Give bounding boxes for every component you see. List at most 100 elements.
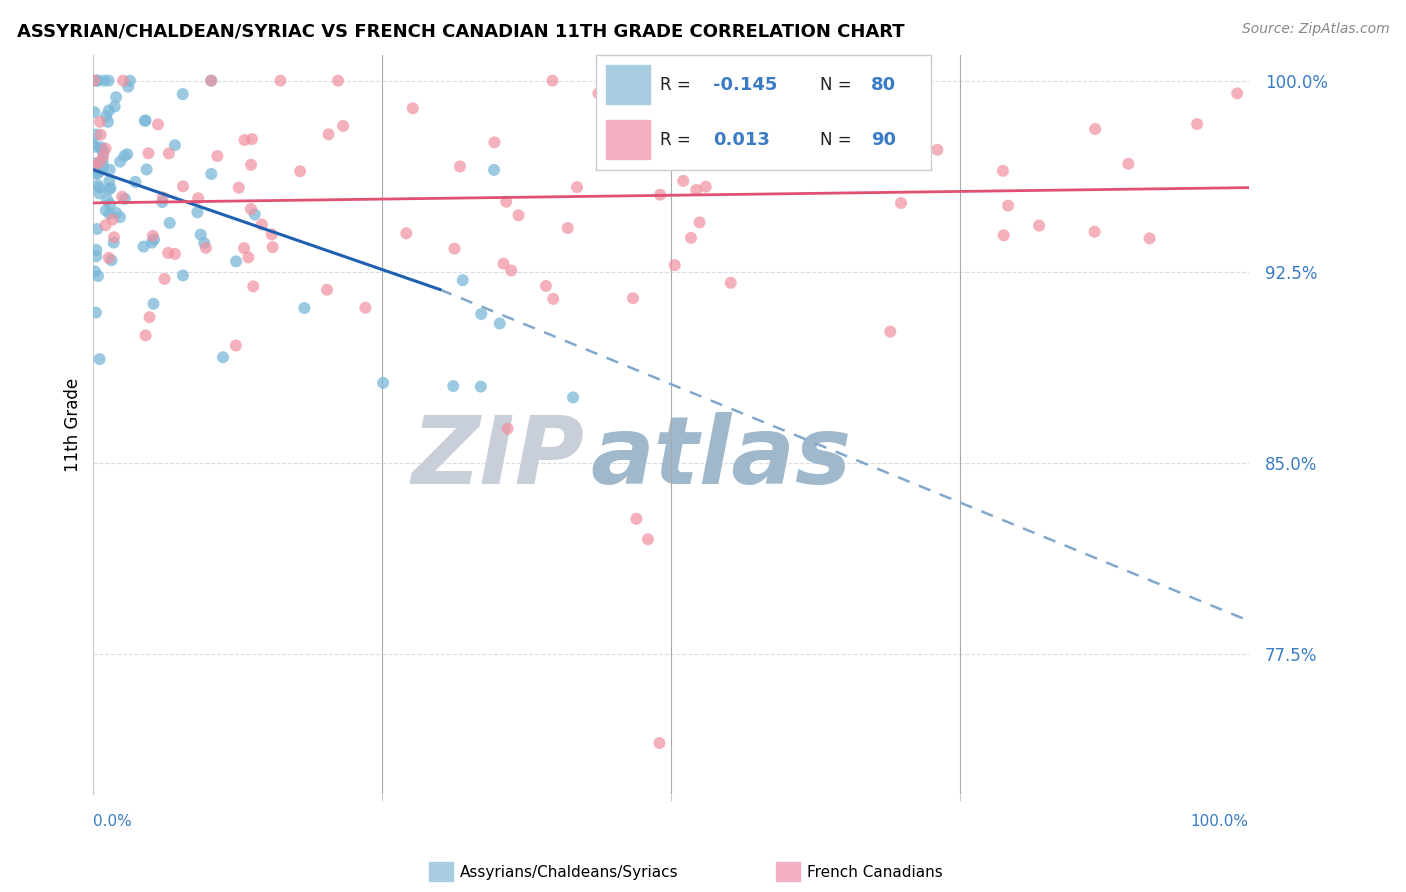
Point <box>260 227 283 242</box>
Point <box>118 73 141 87</box>
Point <box>228 180 250 194</box>
Point <box>588 87 610 101</box>
Point <box>488 317 510 331</box>
Point <box>89 181 111 195</box>
Point <box>89 165 111 179</box>
Point <box>685 183 707 197</box>
Point <box>541 292 564 306</box>
Point <box>288 164 311 178</box>
Point <box>648 736 671 750</box>
Point <box>240 202 263 216</box>
Point <box>679 231 702 245</box>
Point <box>240 158 263 172</box>
Point <box>562 391 585 405</box>
Point <box>172 268 194 283</box>
Point <box>83 73 105 87</box>
Point <box>152 190 174 204</box>
Point <box>233 241 256 255</box>
Point <box>541 73 564 87</box>
Text: 100.0%: 100.0% <box>1191 814 1249 830</box>
Point <box>927 143 949 157</box>
Point <box>105 90 128 104</box>
Point <box>132 239 155 253</box>
Point <box>124 175 146 189</box>
Y-axis label: 11th Grade: 11th Grade <box>65 377 82 472</box>
Point <box>371 376 394 390</box>
Point <box>112 73 135 87</box>
Point <box>94 219 117 233</box>
Point <box>97 73 120 87</box>
Point <box>443 242 465 256</box>
Point <box>492 257 515 271</box>
Point <box>105 206 128 220</box>
Point <box>666 155 689 169</box>
Point <box>163 247 186 261</box>
Point <box>84 166 107 180</box>
Point <box>1185 117 1208 131</box>
Point <box>93 73 115 87</box>
Text: French Canadians: French Canadians <box>807 865 943 880</box>
Point <box>86 222 108 236</box>
Point <box>89 186 111 201</box>
Point <box>84 305 107 319</box>
Point <box>97 251 120 265</box>
Point <box>90 140 112 154</box>
Point <box>243 207 266 221</box>
Point <box>96 109 118 123</box>
Point <box>86 128 108 142</box>
Point <box>89 155 111 169</box>
Point <box>332 119 354 133</box>
Point <box>111 190 134 204</box>
Point <box>508 208 530 222</box>
Point <box>993 228 1015 243</box>
Point <box>495 194 517 209</box>
Point <box>1083 225 1105 239</box>
Point <box>991 164 1014 178</box>
Point <box>225 254 247 268</box>
Point <box>98 174 121 188</box>
Point <box>190 227 212 242</box>
Point <box>225 338 247 352</box>
Point <box>879 325 901 339</box>
Point <box>194 241 217 255</box>
Point <box>1226 87 1249 101</box>
Point <box>143 233 166 247</box>
Text: atlas: atlas <box>591 412 852 504</box>
Point <box>98 197 121 211</box>
Point <box>163 138 186 153</box>
Point <box>138 146 160 161</box>
Point <box>186 205 208 219</box>
Point <box>83 159 105 173</box>
Point <box>890 196 912 211</box>
Point <box>98 207 121 221</box>
Point <box>318 128 340 142</box>
Point <box>87 268 110 283</box>
Point <box>269 73 291 87</box>
Point <box>97 115 120 129</box>
Point <box>89 352 111 367</box>
Point <box>326 73 349 87</box>
Point <box>626 512 648 526</box>
Point <box>103 230 125 244</box>
Point <box>1118 157 1140 171</box>
Point <box>482 162 505 177</box>
Point <box>103 235 125 250</box>
Point <box>449 160 471 174</box>
Point <box>108 210 131 224</box>
Point <box>91 161 114 175</box>
Point <box>83 139 105 153</box>
Point <box>451 273 474 287</box>
Point <box>84 264 107 278</box>
Text: ASSYRIAN/CHALDEAN/SYRIAC VS FRENCH CANADIAN 11TH GRADE CORRELATION CHART: ASSYRIAN/CHALDEAN/SYRIAC VS FRENCH CANAD… <box>17 22 904 40</box>
Point <box>212 351 235 365</box>
Point <box>157 246 180 260</box>
Point <box>86 73 108 87</box>
Point <box>240 132 263 146</box>
Point <box>100 253 122 268</box>
Point <box>91 154 114 169</box>
Point <box>250 218 273 232</box>
Text: ZIP: ZIP <box>412 412 585 504</box>
Point <box>114 192 136 206</box>
Point <box>848 73 870 87</box>
Point <box>624 105 647 120</box>
